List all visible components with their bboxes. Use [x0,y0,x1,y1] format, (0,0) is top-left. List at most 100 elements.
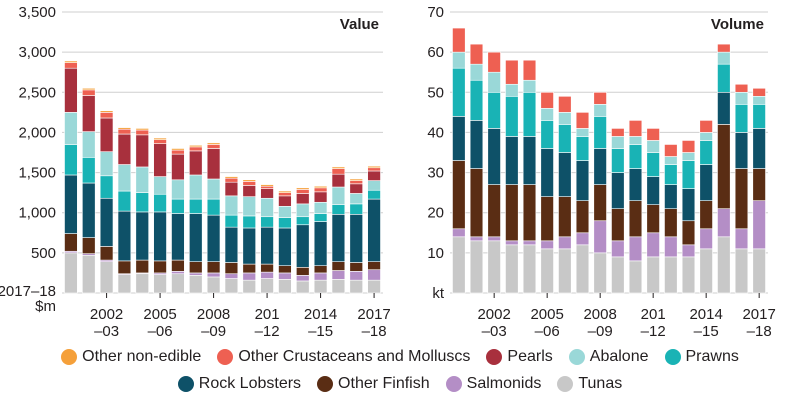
volume-bar-salmonids-2014-15 [699,228,713,250]
volume-bar-abalone-2005-06 [540,108,554,121]
volume-bar-other-finfish-2016-17 [734,168,749,230]
volume-bar-rock-lobsters-2012-13 [664,184,678,210]
volume-bar-tunas-2002-03 [487,240,501,294]
volume-bar-prawns-2004-05 [522,91,537,137]
value-bar-pearls-2001-02 [82,95,96,132]
volume-bar-other-finfish-2013-14 [681,220,696,246]
volume-bar-salmonids-2008-09 [593,220,607,254]
value-bar-prawns-2008-09 [206,198,221,216]
value-bar-tunas-2013-14 [296,280,310,294]
volume-bar-other-finfish-2014-15 [699,200,713,230]
volume-bar-other-crustaceans-and-molluscs-2003-04 [505,59,519,85]
value-bar-tunas-2017-18 [367,279,381,294]
value-bar-rock-lobsters-2005-06 [153,211,167,262]
value-xtick-label-suffix: –18 [362,323,387,340]
volume-ytick-label: 60 [427,44,444,61]
value-bar-tunas-2010-11 [242,279,256,294]
value-bar-other-non-edible-2017-18 [367,165,381,169]
volume-bar-prawns-2006-07 [558,124,572,153]
volume-bar-other-finfish-2004-05 [522,184,537,242]
value-bar-prawns-2001-02 [82,157,96,184]
value-bar-other-non-edible-2003-04 [117,127,132,130]
value-bar-other-crustaceans-and-molluscs-2001-02 [82,89,96,96]
legend-swatch-salmonids [445,376,462,392]
value-ytick-label: 500 [31,245,56,262]
value-bar-other-non-edible-2010-11 [242,179,256,182]
value-bar-rock-lobsters-2013-14 [296,224,310,268]
volume-bar-other-finfish-2007-08 [575,200,590,234]
volume-bar-salmonids-2009-10 [611,240,625,258]
volume-bar-other-finfish-2003-04 [505,184,519,242]
volume-chart-title: Volume [711,16,764,33]
legend-swatch-abalone [568,349,585,365]
value-bar-other-finfish-2008-09 [206,261,221,274]
charts-canvas: 500 1,000 1,500 2,000 2,500 3,000 3,500 Value 20… [0,4,776,340]
volume-bar-other-finfish-2002-03 [487,184,501,238]
volume-bar-prawns-2003-04 [505,96,519,137]
value-bar-other-non-edible-2009-10 [224,176,239,179]
value-xtick-label-suffix: –03 [94,323,119,340]
volume-bar-other-crustaceans-and-molluscs-2014-15 [699,120,713,133]
value-bar-tunas-2009-10 [224,278,239,294]
value-xtick-label-suffix: –06 [148,323,173,340]
value-bar-rock-lobsters-2010-11 [242,227,256,265]
value-bar-tunas-2004-05 [135,273,149,294]
volume-bar-other-crustaceans-and-molluscs-2016-17 [734,83,749,93]
volume-bar-tunas-2004-05 [522,244,537,294]
value-bar-other-crustaceans-and-molluscs-2015-16 [331,168,346,175]
value-bar-other-crustaceans-and-molluscs-2010-11 [242,181,256,186]
value-bar-abalone-2016-17 [349,193,363,205]
volume-bar-abalone-2015-16 [717,51,731,65]
value-bar-prawns-2004-05 [135,192,149,213]
volume-bar-salmonids-2002-03 [487,236,501,242]
volume-bar-other-crustaceans-and-molluscs-2017-18 [752,87,766,97]
value-bar-abalone-2003-04 [117,164,132,192]
value-bar-other-finfish-2007-08 [189,261,203,274]
value-bar-prawns-2015-16 [331,204,346,215]
volume-bar-prawns-2013-14 [681,160,696,189]
volume-bar-salmonids-2013-14 [681,244,696,258]
volume-xtick-label-suffix: –12 [641,323,666,340]
volume-bar-rock-lobsters-2015-16 [717,91,731,125]
value-bar-other-non-edible-2016-17 [349,178,363,181]
volume-xtick-label-year: 2014 [689,306,722,323]
volume-bar-prawns-2009-10 [611,148,625,173]
value-bar-pearls-2014-15 [313,191,328,203]
value-bar-other-crustaceans-and-molluscs-2012-13 [278,192,292,197]
value-bar-rock-lobsters-2008-09 [206,214,221,262]
value-bar-abalone-2013-14 [296,203,310,218]
volume-bar-rock-lobsters-2001-02 [469,120,484,169]
value-bar-pearls-2007-08 [189,150,203,176]
volume-bar-other-crustaceans-and-molluscs-2015-16 [717,43,731,53]
volume-ytick-label: 10 [427,245,444,262]
volume-bar-tunas-2013-14 [681,256,696,294]
value-bar-rock-lobsters-2014-15 [313,221,328,267]
value-bar-tunas-2002-03 [99,261,114,294]
volume-bar-prawns-2016-17 [734,104,749,133]
volume-bar-rock-lobsters-2004-05 [522,136,537,185]
legend-item-other-finfish: Other Finfish [317,374,430,394]
volume-bar-tunas-2003-04 [505,244,519,294]
legend-item-tunas: Tunas [557,374,622,394]
value-bar-other-non-edible-2004-05 [135,128,149,131]
legend-label-other-crustaceans: Other Crustaceans and Molluscs [238,348,471,365]
value-bar-abalone-2005-06 [153,176,167,195]
volume-bar-rock-lobsters-2005-06 [540,148,554,197]
volume-bar-other-finfish-2015-16 [717,124,731,210]
value-bar-pearls-2005-06 [153,143,167,177]
value-bar-prawns-2006-07 [171,198,185,214]
value-bar-other-non-edible-2014-15 [313,185,328,189]
value-bar-prawns-2000-01 [64,144,78,176]
value-ytick-label: 1,000 [18,205,56,222]
volume-xtick-label-year: 2017 [742,306,775,323]
volume-bar-abalone-2011-12 [646,140,660,153]
volume-bar-other-finfish-2017-18 [752,168,766,201]
volume-bar-other-finfish-2009-10 [611,208,625,242]
legend-label-pearls: Pearls [507,348,553,365]
volume-bar-salmonids-2000-01 [452,228,466,238]
value-bar-other-finfish-2016-17 [349,262,363,272]
value-bar-other-non-edible-2007-08 [189,144,203,148]
volume-bar-other-crustaceans-and-molluscs-2001-02 [469,43,484,65]
volume-bar-other-crustaceans-and-molluscs-2008-09 [593,91,607,105]
volume-bar-tunas-2012-13 [664,256,678,294]
